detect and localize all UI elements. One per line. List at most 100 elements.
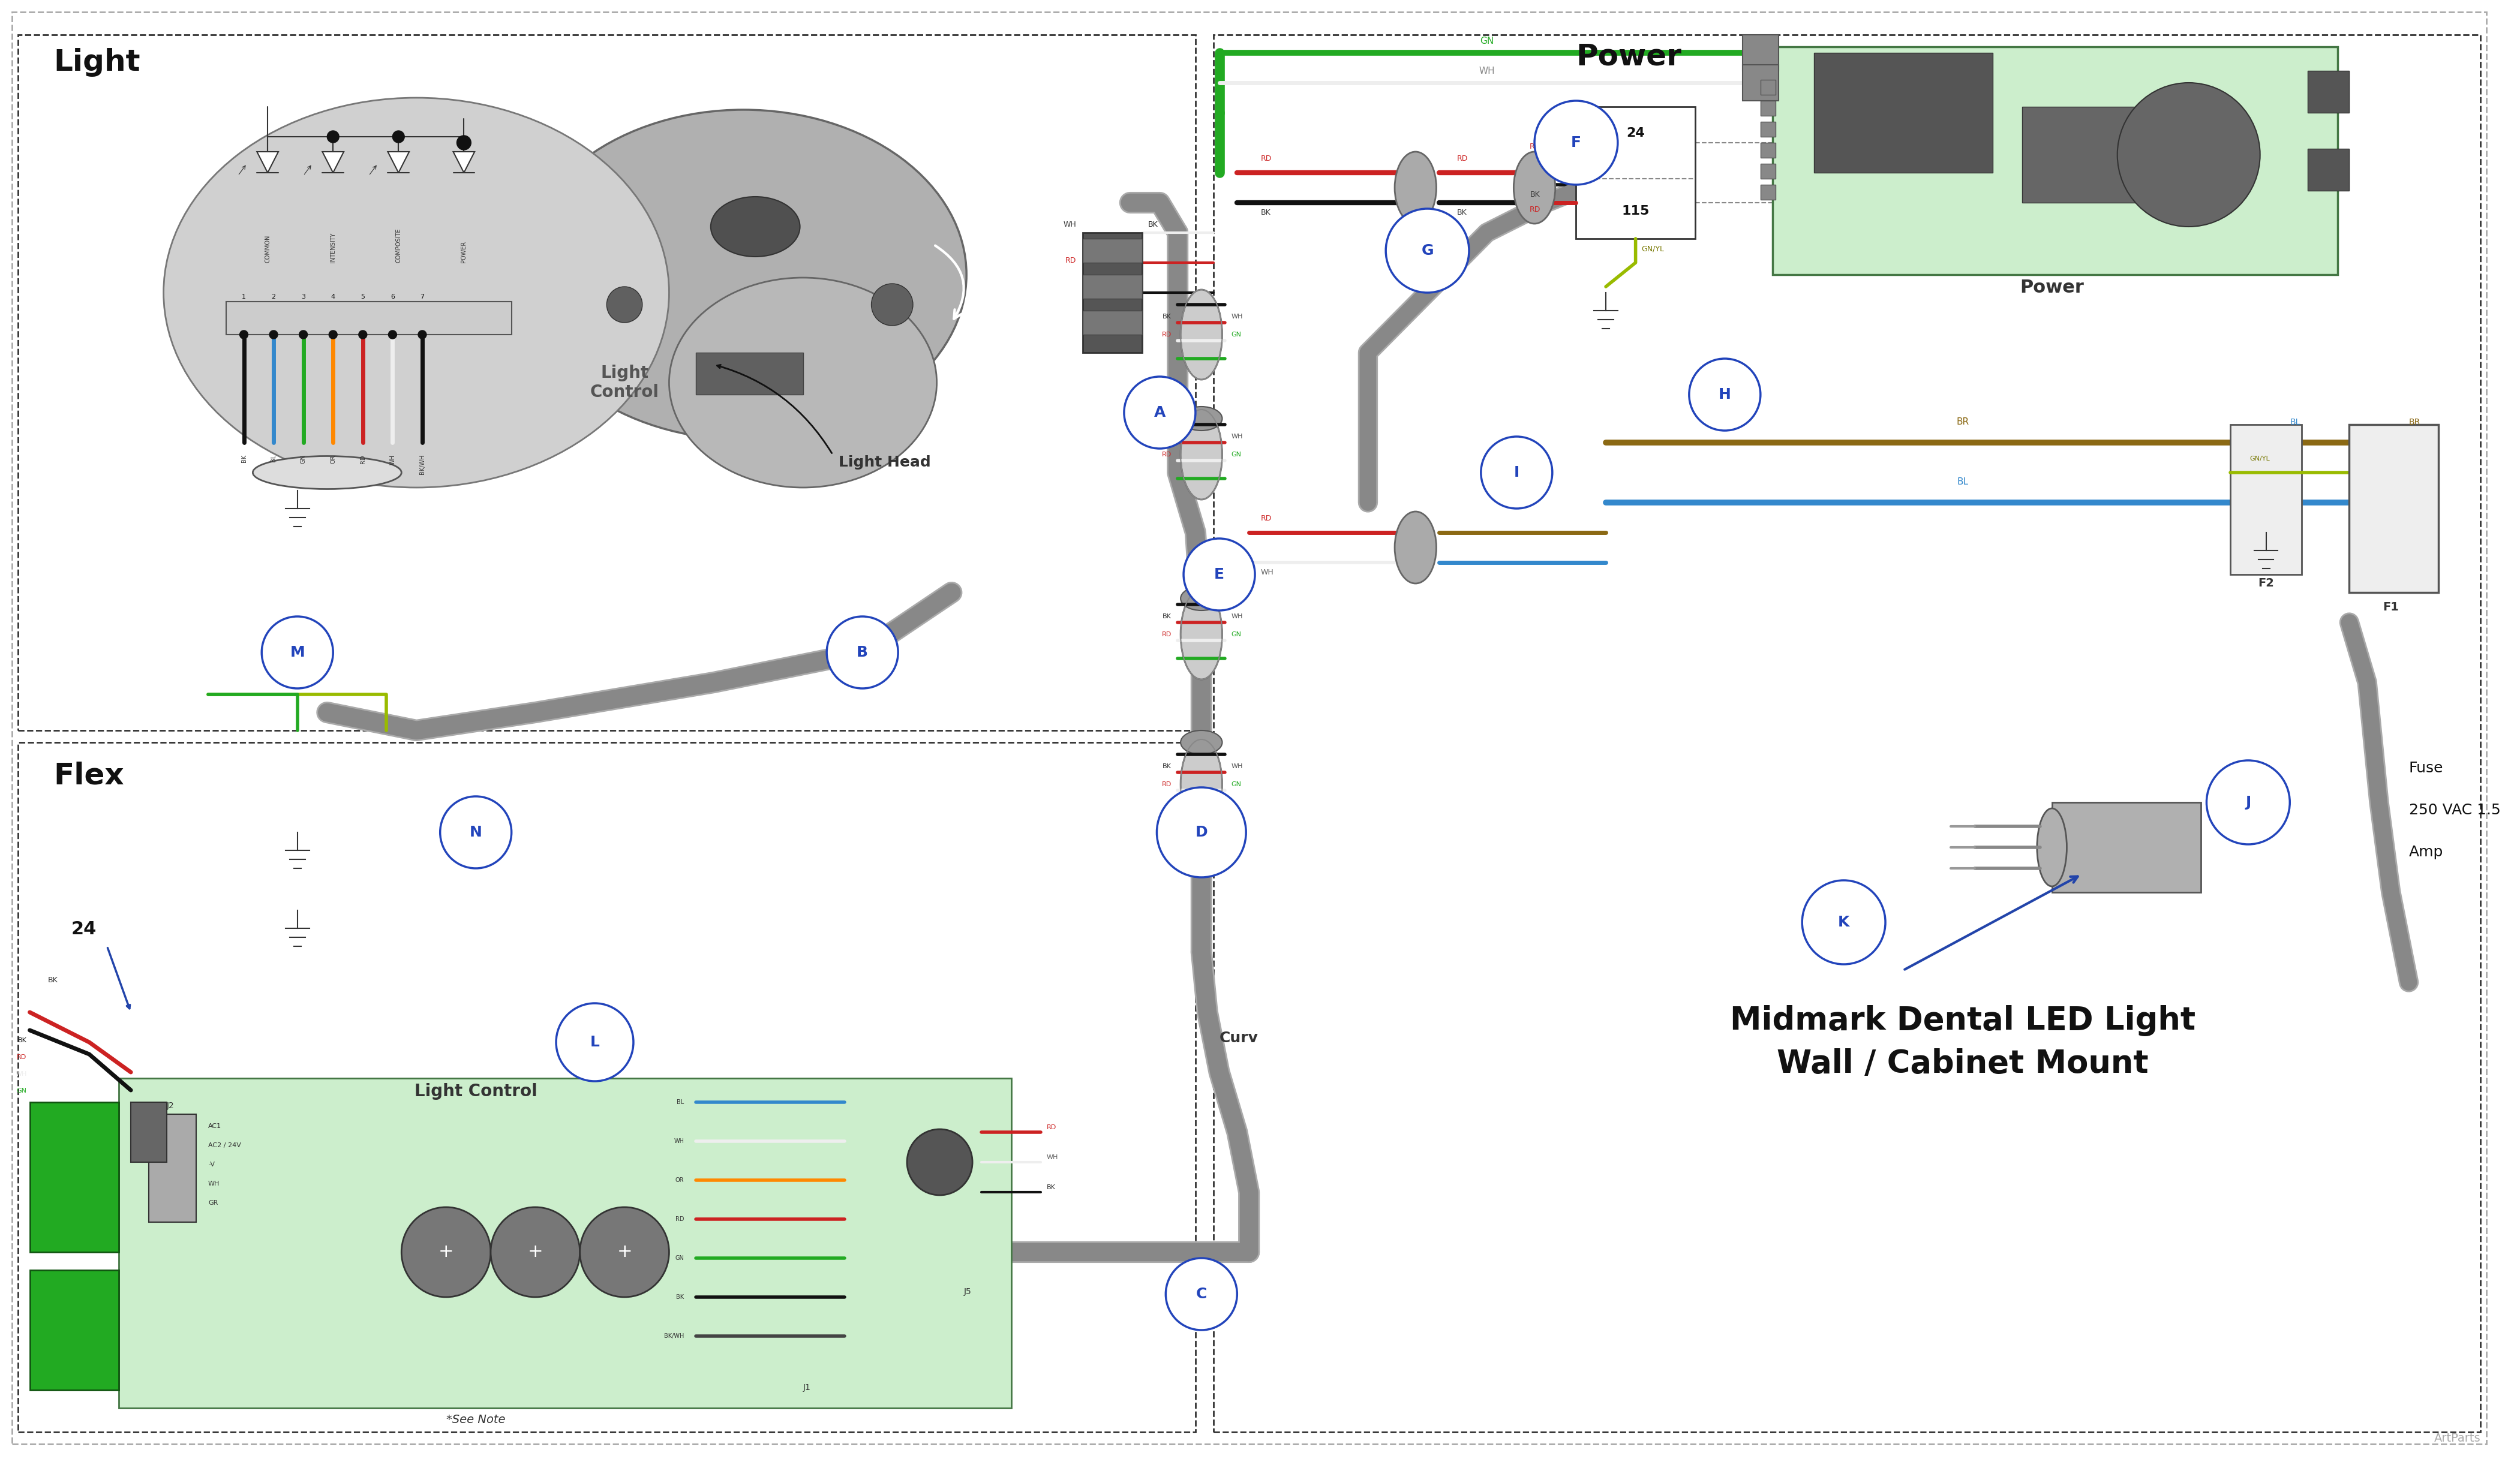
Text: RD: RD	[675, 1216, 683, 1222]
Text: C: C	[1197, 1287, 1207, 1301]
Text: L: L	[590, 1035, 600, 1050]
Polygon shape	[388, 152, 408, 173]
Text: 6: 6	[391, 294, 396, 300]
Text: WH: WH	[15, 1072, 28, 1077]
Text: -V: -V	[209, 1162, 214, 1168]
Text: F1: F1	[2384, 601, 2399, 613]
Text: H: H	[1719, 387, 1731, 402]
Text: E: E	[1215, 567, 1225, 582]
Text: 7: 7	[421, 294, 423, 300]
Text: WH: WH	[1232, 763, 1242, 769]
Bar	[131, 1102, 166, 1162]
Text: J1: J1	[804, 1383, 811, 1392]
Text: AC2 / 24V: AC2 / 24V	[209, 1142, 242, 1148]
Text: Power: Power	[2021, 279, 2084, 297]
Text: RD: RD	[1162, 632, 1172, 637]
Text: ArtParts: ArtParts	[2434, 1433, 2480, 1444]
Text: +: +	[438, 1243, 454, 1260]
Circle shape	[1802, 880, 1885, 965]
Text: WH: WH	[1232, 314, 1242, 320]
Bar	[696, 352, 804, 395]
Text: AC1: AC1	[209, 1123, 222, 1129]
Text: BK: BK	[1162, 314, 1172, 320]
Text: 4: 4	[330, 294, 335, 300]
Text: GN: GN	[18, 1088, 28, 1094]
Text: RD: RD	[1046, 1124, 1056, 1130]
Text: WH: WH	[1232, 614, 1242, 620]
Bar	[1084, 232, 1142, 352]
Ellipse shape	[1179, 289, 1222, 380]
Bar	[149, 1114, 197, 1222]
Circle shape	[872, 284, 912, 326]
Circle shape	[1124, 377, 1194, 449]
Text: BK: BK	[18, 1038, 28, 1044]
Bar	[1575, 107, 1696, 238]
Polygon shape	[323, 152, 343, 173]
Text: Light: Light	[53, 48, 141, 77]
Text: D: D	[1194, 825, 1207, 839]
Ellipse shape	[252, 456, 401, 488]
Text: Light
Control: Light Control	[590, 364, 660, 401]
Text: WH: WH	[391, 455, 396, 465]
Circle shape	[907, 1129, 973, 1194]
Circle shape	[1535, 101, 1618, 184]
Text: RD: RD	[1162, 452, 1172, 458]
Circle shape	[300, 330, 307, 339]
Text: WH: WH	[1479, 67, 1494, 76]
Circle shape	[270, 330, 277, 339]
Text: GN/YL: GN/YL	[1641, 244, 1663, 253]
Bar	[2051, 803, 2200, 892]
Text: 115: 115	[1623, 205, 1651, 216]
Bar	[1814, 53, 1993, 173]
Circle shape	[1167, 1259, 1237, 1330]
Text: +: +	[527, 1243, 542, 1260]
Circle shape	[401, 1208, 491, 1297]
Text: BK: BK	[1530, 190, 1540, 199]
Text: GN: GN	[300, 455, 307, 463]
Text: 24: 24	[1625, 127, 1646, 139]
Text: RD: RD	[1530, 206, 1540, 213]
Text: RD: RD	[1530, 143, 1540, 151]
Ellipse shape	[1179, 589, 1222, 680]
Text: BL: BL	[678, 1099, 683, 1105]
Circle shape	[1386, 209, 1469, 292]
Text: Power: Power	[1575, 42, 1681, 70]
Bar	[227, 301, 512, 335]
Ellipse shape	[1179, 731, 1222, 754]
Text: BL: BL	[2291, 418, 2301, 427]
Text: BR: BR	[2409, 418, 2419, 427]
Text: BK: BK	[242, 455, 247, 462]
Circle shape	[239, 330, 247, 339]
Text: BK: BK	[1162, 763, 1172, 769]
Ellipse shape	[1394, 152, 1436, 224]
Bar	[2230, 424, 2301, 575]
Polygon shape	[257, 152, 277, 173]
Text: WH: WH	[209, 1181, 219, 1187]
Ellipse shape	[1394, 512, 1436, 583]
Polygon shape	[454, 152, 474, 173]
Text: G: G	[1421, 244, 1434, 257]
Bar	[2349, 424, 2439, 592]
Text: BK: BK	[48, 977, 58, 984]
Circle shape	[330, 330, 338, 339]
Text: 3: 3	[302, 294, 305, 300]
Text: WH: WH	[1232, 434, 1242, 440]
Text: WH: WH	[1260, 569, 1275, 576]
Text: BK/WH: BK/WH	[418, 455, 426, 475]
Text: RD: RD	[1066, 257, 1076, 265]
Text: BK/WH: BK/WH	[663, 1333, 683, 1339]
Text: BL: BL	[270, 455, 277, 462]
Ellipse shape	[711, 197, 799, 257]
Text: BK: BK	[1457, 209, 1467, 216]
Text: RD: RD	[360, 455, 365, 463]
Bar	[1761, 164, 1777, 178]
Text: RD: RD	[1162, 332, 1172, 338]
Ellipse shape	[164, 98, 670, 487]
Circle shape	[2117, 83, 2260, 227]
Bar	[1084, 238, 1142, 263]
Text: N: N	[469, 825, 481, 839]
Circle shape	[827, 617, 897, 689]
Text: GR: GR	[209, 1200, 219, 1206]
Bar	[1744, 35, 1779, 70]
Text: BK: BK	[1162, 434, 1172, 440]
